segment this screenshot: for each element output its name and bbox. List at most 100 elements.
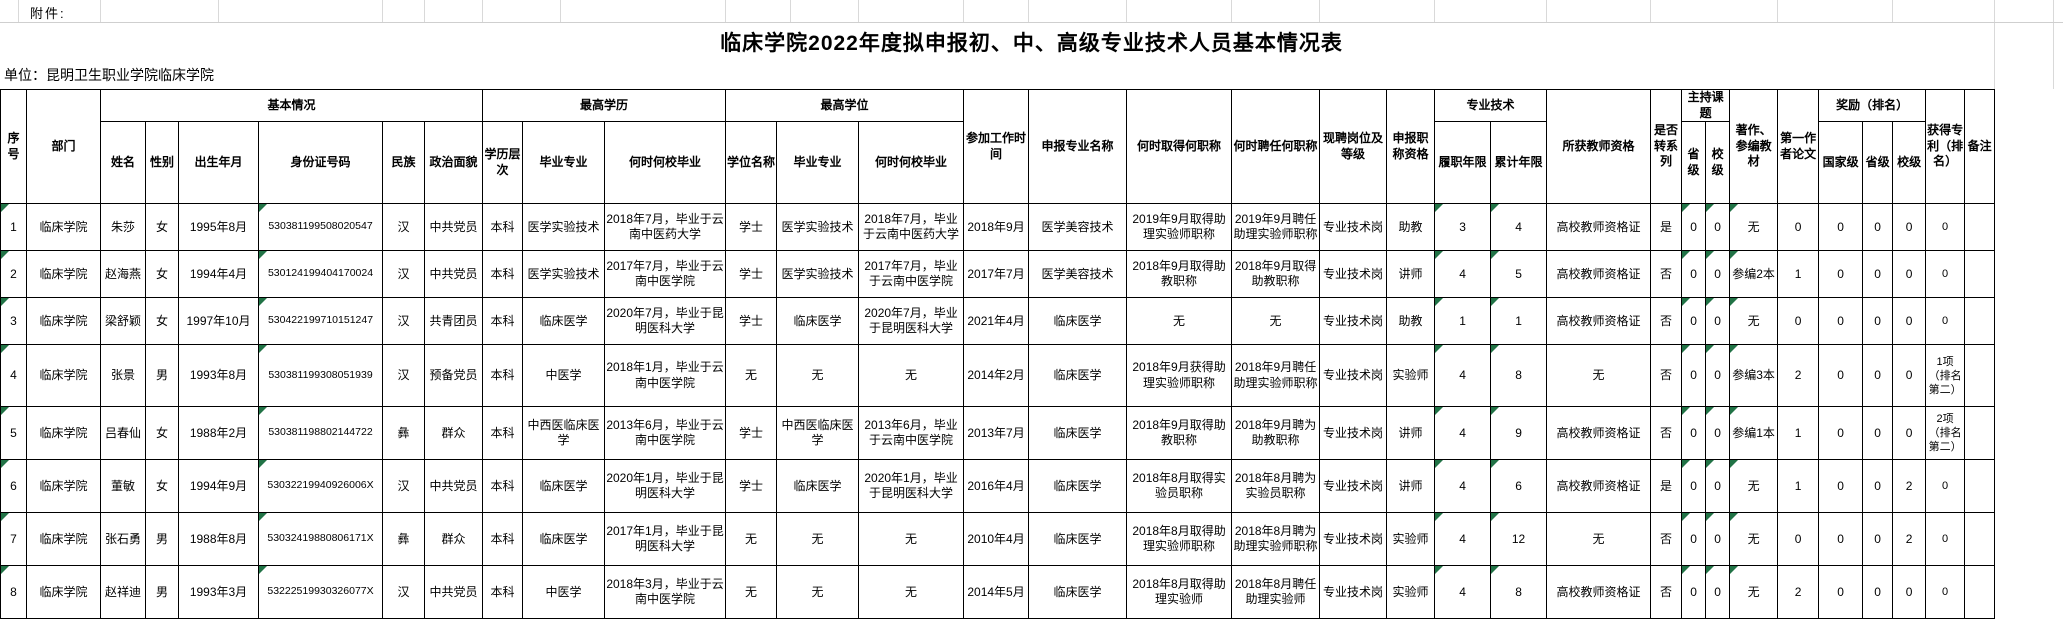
cell[interactable]: 实验师 [1386,344,1436,408]
cell[interactable]: 2020年1月，毕业于昆明医科大学 [858,459,965,514]
cell[interactable]: 2017年7月，毕业于云南中医学院 [858,250,965,299]
cell[interactable]: 预备党员 [423,344,484,408]
cell[interactable]: 1994年9月 [178,459,259,514]
cell[interactable]: 本科 [482,565,524,619]
cell[interactable]: 临床医学 [1028,512,1128,567]
cell[interactable]: 高校教师资格证 [1546,250,1652,299]
cell[interactable]: 2016年4月 [963,459,1030,514]
cell[interactable]: 4 [1490,203,1548,252]
cell[interactable]: 0 [1892,297,1927,346]
header-luzhi-nianxian[interactable]: 履职年限 [1434,121,1492,205]
cell[interactable]: 4 [1434,512,1492,567]
cell[interactable]: 8 [1490,344,1548,408]
cell[interactable]: 医学实验技术 [522,250,606,299]
header-xuhao[interactable]: 序号 [0,88,27,205]
cell[interactable]: 专业技术岗 [1319,344,1388,408]
header-xingbie[interactable]: 性别 [145,121,179,205]
cell[interactable]: 董敏 [100,459,146,514]
cell[interactable]: 2017年7月，毕业于云南中医学院 [604,250,727,299]
cell[interactable]: 2018年7月，毕业于云南中医药大学 [858,203,965,252]
cell[interactable]: 0 [1892,565,1927,619]
header-xueli-cengci[interactable]: 学历层次 [482,121,524,205]
cell[interactable] [1964,459,1996,514]
cell[interactable]: 否 [1650,512,1683,567]
cell[interactable]: 1 [1434,297,1492,346]
cell[interactable]: 2项（排名第二） [1925,406,1966,461]
cell[interactable]: 3 [1434,203,1492,252]
cell[interactable]: 4 [0,344,27,408]
cell[interactable]: 0 [1818,459,1864,514]
cell[interactable]: 0 [1862,297,1894,346]
cell[interactable]: 本科 [482,203,524,252]
cell[interactable]: 5 [1490,250,1548,299]
cell[interactable]: 无 [1231,297,1321,346]
cell[interactable]: 群众 [423,512,484,567]
cell[interactable]: 1 [1777,459,1820,514]
header-huode-zhuanli[interactable]: 获得专利（排名） [1925,88,1966,205]
cell[interactable]: 6 [0,459,27,514]
header-zuigao-xueli[interactable]: 最高学历 [482,88,727,123]
cell[interactable]: 助教 [1386,297,1436,346]
cell[interactable]: 参编1本 [1729,406,1779,461]
cell[interactable]: 本科 [482,459,524,514]
cell[interactable]: 赵祥迪 [100,565,146,619]
cell[interactable]: 实验师 [1386,512,1436,567]
cell[interactable]: 2013年6月，毕业于云南中医学院 [604,406,727,461]
header-keti-shengji[interactable]: 省级 [1681,121,1707,205]
cell[interactable]: 无 [725,565,778,619]
cell[interactable]: 4 [1434,250,1492,299]
cell[interactable]: 临床医学 [776,297,860,346]
cell[interactable]: 讲师 [1386,459,1436,514]
cell[interactable]: 共青团员 [423,297,484,346]
cell[interactable]: 53222519930326077X [258,565,383,619]
cell[interactable]: 530381199308051939 [258,344,383,408]
cell[interactable]: 无 [1126,297,1233,346]
cell[interactable]: 否 [1650,297,1683,346]
cell[interactable]: 1993年8月 [178,344,259,408]
cell[interactable]: 本科 [482,250,524,299]
cell[interactable]: 0 [1892,406,1927,461]
header-qude-zhicheng[interactable]: 何时取得何职称 [1126,88,1233,205]
cell[interactable]: 临床医学 [522,512,606,567]
cell[interactable]: 0 [1892,344,1927,408]
cell[interactable]: 医学美容技术 [1028,250,1128,299]
cell[interactable]: 否 [1650,565,1683,619]
cell[interactable]: 男 [145,565,179,619]
cell[interactable]: 男 [145,512,179,567]
cell[interactable]: 0 [1925,203,1966,252]
cell[interactable]: 8 [0,565,27,619]
cell[interactable]: 2017年1月，毕业于昆明医科大学 [604,512,727,567]
cell[interactable]: 汉 [382,459,425,514]
cell[interactable]: 1 [1490,297,1548,346]
cell[interactable]: 1项（排名第二） [1925,344,1966,408]
cell[interactable]: 是 [1650,459,1683,514]
cell[interactable]: 1988年2月 [178,406,259,461]
cell[interactable] [1964,250,1996,299]
cell[interactable]: 临床医学 [1028,297,1128,346]
header-bumen[interactable]: 部门 [26,88,101,205]
cell[interactable]: 8 [1490,565,1548,619]
cell[interactable]: 汉 [382,344,425,408]
cell[interactable]: 4 [1434,344,1492,408]
cell[interactable]: 实验师 [1386,565,1436,619]
header-shenbao-zhicheng-zige[interactable]: 申报职称资格 [1386,88,1436,205]
cell[interactable]: 12 [1490,512,1548,567]
header-zuigao-xuewei[interactable]: 最高学位 [725,88,965,123]
header-xingming[interactable]: 姓名 [100,121,146,205]
cell[interactable]: 2013年7月 [963,406,1030,461]
cell[interactable]: 无 [858,512,965,567]
header-pinren-zhicheng[interactable]: 何时聘任何职称 [1231,88,1321,205]
header-minzu[interactable]: 民族 [382,121,425,205]
cell[interactable]: 男 [145,344,179,408]
cell[interactable]: 汉 [382,297,425,346]
header-keti-xiaoji[interactable]: 校级 [1705,121,1731,205]
cell[interactable]: 0 [1862,406,1894,461]
cell[interactable]: 2018年9月取得助教职称 [1231,250,1321,299]
cell[interactable]: 本科 [482,297,524,346]
cell[interactable]: 中西医临床医学 [522,406,606,461]
cell[interactable]: 无 [1546,344,1652,408]
cell[interactable]: 2018年8月取得助理实验师 [1126,565,1233,619]
cell[interactable]: 0 [1862,344,1894,408]
cell[interactable]: 专业技术岗 [1319,203,1388,252]
cell[interactable]: 否 [1650,344,1683,408]
